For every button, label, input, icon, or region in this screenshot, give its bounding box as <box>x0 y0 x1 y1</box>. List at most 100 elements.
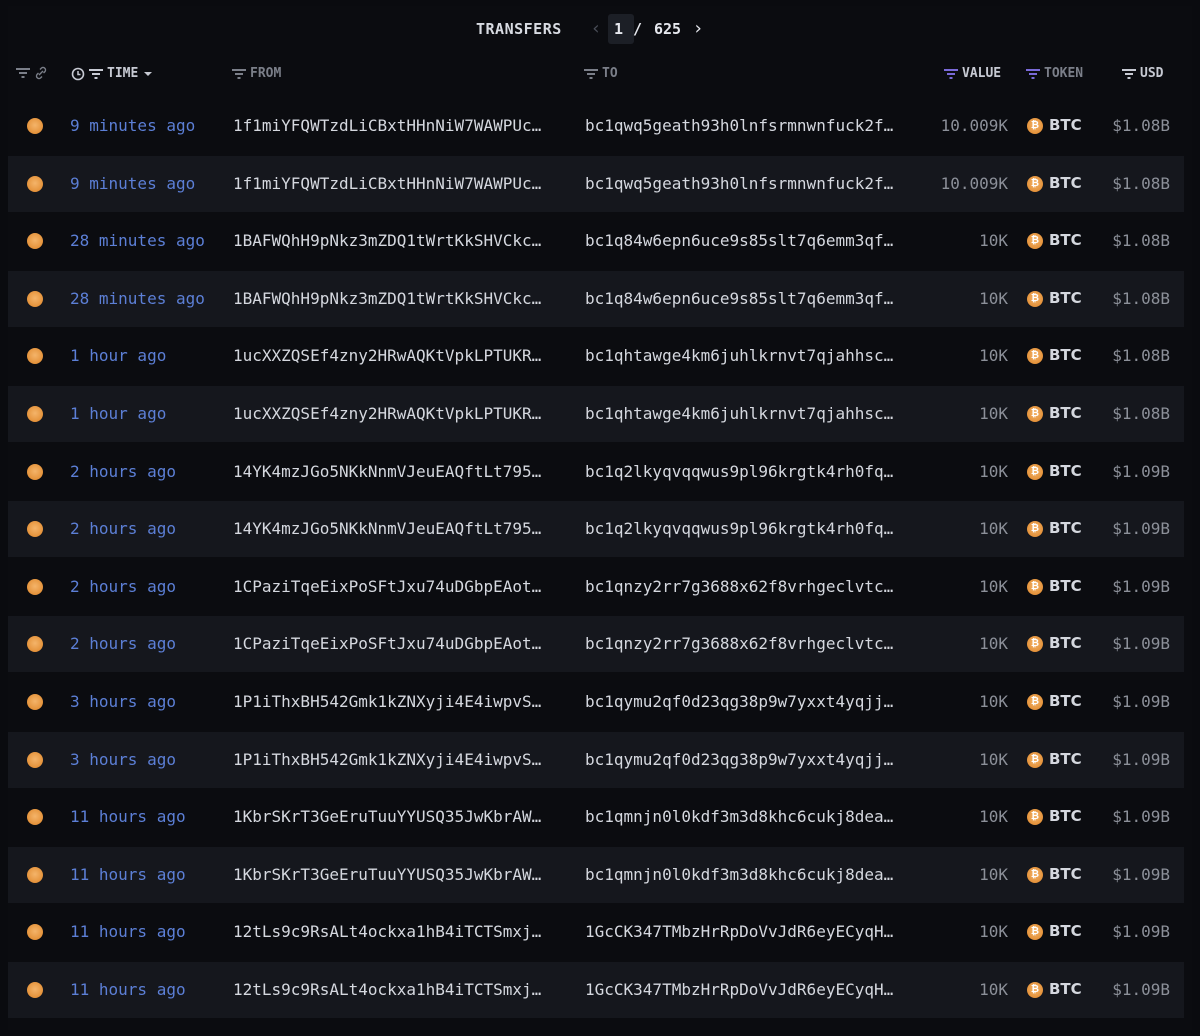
row-time-link[interactable]: 28 minutes ago <box>70 231 205 251</box>
table-row[interactable]: 11 hours ago 1KbrSKrT3GeEruTuuYYUSQ35JwKb… <box>8 846 1184 903</box>
table-row[interactable]: 3 hours ago 1P1iThxBH542Gmk1kZNXyji4E4iwp… <box>8 674 1184 730</box>
header-type-filter[interactable] <box>16 66 48 80</box>
row-time-link[interactable]: 28 minutes ago <box>70 288 205 308</box>
row-token[interactable]: BTC <box>1049 404 1082 422</box>
header-value[interactable]: VALUE <box>944 66 1001 81</box>
pager-prev-icon[interactable]: ‹ <box>590 18 602 39</box>
table-row[interactable]: 2 hours ago 1CPaziTqeEixPoSFtJxu74uDGbpEA… <box>8 616 1184 673</box>
pager-next-icon[interactable]: › <box>692 18 704 39</box>
row-to-address[interactable]: 1GcCK347TMbzHrRpDoVvJdR6eyECyqH… <box>585 922 894 942</box>
row-to-address[interactable]: bc1qmnjn0l0kdf3m3d8khc6cukj8dea… <box>585 807 894 827</box>
row-from-address[interactable]: 14YK4mzJGo5NKkNnmVJeuEAQftLt795… <box>233 519 542 539</box>
table-row[interactable]: 28 minutes ago 1BAFWQhH9pNkz3mZDQ1tWrtKkS… <box>8 270 1184 327</box>
row-time-link[interactable]: 1 hour ago <box>70 404 167 423</box>
row-to-address[interactable]: bc1qmnjn0l0kdf3m3d8khc6cukj8dea… <box>585 864 894 884</box>
row-token[interactable]: BTC <box>1049 807 1082 826</box>
row-token[interactable]: BTC <box>1049 576 1082 595</box>
row-from-address[interactable]: 12tLs9c9RsALt4ockxa1hB4iTCTSmxj… <box>233 922 542 942</box>
row-from-address[interactable]: 1P1iThxBH542Gmk1kZNXyji4E4iwpvS… <box>233 749 542 769</box>
row-to-address[interactable]: bc1q84w6epn6uce9s85slt7q6emm3qf… <box>585 288 894 308</box>
row-time-link[interactable]: 2 hours ago <box>70 576 176 596</box>
table-row[interactable]: 2 hours ago 14YK4mzJGo5NKkNnmVJeuEAQftLt7… <box>8 501 1184 558</box>
table-row[interactable]: 11 hours ago 12tLs9c9RsALt4ockxa1hB4iTCTS… <box>8 962 1184 1018</box>
filter-icon[interactable] <box>584 68 598 79</box>
header-from[interactable]: FROM <box>232 66 281 81</box>
row-time-link[interactable]: 11 hours ago <box>70 807 186 827</box>
row-token[interactable]: BTC <box>1049 980 1082 998</box>
row-time-link[interactable]: 2 hours ago <box>70 634 176 654</box>
row-to-address[interactable]: bc1q2lkyqvqqwus9pl96krgtk4rh0fq… <box>585 519 894 539</box>
row-time-link[interactable]: 2 hours ago <box>70 519 176 539</box>
row-to-address[interactable]: bc1qwq5geath93h0lnfsrmnwnfuck2f… <box>585 173 894 193</box>
row-token[interactable]: BTC <box>1049 634 1082 653</box>
header-token[interactable]: TOKEN <box>1026 66 1083 81</box>
header-to[interactable]: TO <box>584 66 618 81</box>
row-from-address[interactable]: 1P1iThxBH542Gmk1kZNXyji4E4iwpvS… <box>233 692 542 711</box>
row-from-address[interactable]: 1BAFWQhH9pNkz3mZDQ1tWrtKkSHVCkc… <box>233 231 542 251</box>
sort-desc-icon[interactable] <box>142 69 154 79</box>
row-to-address[interactable]: bc1qnzy2rr7g3688x62f8vrhgeclvtc… <box>585 634 894 654</box>
row-to-address[interactable]: bc1qhtawge4km6juhlkrnvt7qjahhsc… <box>585 346 894 366</box>
header-time[interactable]: TIME <box>71 66 154 81</box>
row-from-address[interactable]: 1f1miYFQWTzdLiCBxtHHnNiW7WAWPUc… <box>233 116 542 135</box>
table-row[interactable]: 3 hours ago 1P1iThxBH542Gmk1kZNXyji4E4iwp… <box>8 731 1184 788</box>
row-time-link[interactable]: 3 hours ago <box>70 692 176 711</box>
row-to-address[interactable]: bc1qnzy2rr7g3688x62f8vrhgeclvtc… <box>585 576 894 596</box>
row-to-address[interactable]: bc1q84w6epn6uce9s85slt7q6emm3qf… <box>585 231 894 251</box>
row-to-address[interactable]: bc1qymu2qf0d23qg38p9w7yxxt4yqjj… <box>585 692 894 711</box>
row-from-address[interactable]: 1ucXXZQSEf4zny2HRwAQKtVpkLPTUKR… <box>233 404 542 423</box>
filter-icon[interactable] <box>1122 68 1136 79</box>
row-time-link[interactable]: 11 hours ago <box>70 980 186 999</box>
row-token[interactable]: BTC <box>1049 231 1082 250</box>
filter-icon[interactable] <box>232 68 246 79</box>
row-to-address[interactable]: 1GcCK347TMbzHrRpDoVvJdR6eyECyqH… <box>585 980 894 999</box>
row-time-link[interactable]: 11 hours ago <box>70 864 186 884</box>
row-from-address[interactable]: 1f1miYFQWTzdLiCBxtHHnNiW7WAWPUc… <box>233 173 542 193</box>
row-to-address[interactable]: bc1qymu2qf0d23qg38p9w7yxxt4yqjj… <box>585 749 894 769</box>
row-from-address[interactable]: 14YK4mzJGo5NKkNnmVJeuEAQftLt795… <box>233 461 542 481</box>
row-token[interactable]: BTC <box>1049 692 1082 710</box>
row-time-link[interactable]: 11 hours ago <box>70 922 186 942</box>
row-from-address[interactable]: 1ucXXZQSEf4zny2HRwAQKtVpkLPTUKR… <box>233 346 542 366</box>
row-from-address[interactable]: 1KbrSKrT3GeEruTuuYYUSQ35JwKbrAW… <box>233 807 542 827</box>
row-time-link[interactable]: 9 minutes ago <box>70 116 196 135</box>
table-row[interactable]: 9 minutes ago 1f1miYFQWTzdLiCBxtHHnNiW7WA… <box>8 98 1184 154</box>
table-row[interactable]: 9 minutes ago 1f1miYFQWTzdLiCBxtHHnNiW7WA… <box>8 155 1184 212</box>
row-token[interactable]: BTC <box>1049 519 1082 538</box>
row-time-link[interactable]: 9 minutes ago <box>70 173 196 193</box>
row-to-address[interactable]: bc1qwq5geath93h0lnfsrmnwnfuck2f… <box>585 116 894 135</box>
filter-icon[interactable] <box>1026 68 1040 79</box>
row-token[interactable]: BTC <box>1049 173 1082 192</box>
row-to-address[interactable]: bc1qhtawge4km6juhlkrnvt7qjahhsc… <box>585 404 894 423</box>
header-usd[interactable]: USD <box>1122 66 1163 81</box>
row-time-link[interactable]: 2 hours ago <box>70 461 176 481</box>
row-time-link[interactable]: 1 hour ago <box>70 346 167 366</box>
row-token[interactable]: BTC <box>1049 346 1082 365</box>
row-from-address[interactable]: 1CPaziTqeEixPoSFtJxu74uDGbpEAot… <box>233 634 542 654</box>
row-from-address[interactable]: 1KbrSKrT3GeEruTuuYYUSQ35JwKbrAW… <box>233 864 542 884</box>
table-row[interactable]: 28 minutes ago 1BAFWQhH9pNkz3mZDQ1tWrtKkS… <box>8 213 1184 269</box>
table-row[interactable]: 1 hour ago 1ucXXZQSEf4zny2HRwAQKtVpkLPTUK… <box>8 386 1184 442</box>
row-from-address[interactable]: 12tLs9c9RsALt4ockxa1hB4iTCTSmxj… <box>233 980 542 999</box>
row-token[interactable]: BTC <box>1049 116 1082 134</box>
row-time-link[interactable]: 3 hours ago <box>70 749 176 769</box>
filter-icon[interactable] <box>16 68 30 78</box>
row-token[interactable]: BTC <box>1049 749 1082 768</box>
link-icon[interactable] <box>34 66 48 80</box>
table-row[interactable]: 1 hour ago 1ucXXZQSEf4zny2HRwAQKtVpkLPTUK… <box>8 328 1184 384</box>
row-token[interactable]: BTC <box>1049 864 1082 883</box>
pager-current-page[interactable]: 1 <box>614 20 624 38</box>
table-row[interactable]: 11 hours ago 12tLs9c9RsALt4ockxa1hB4iTCTS… <box>8 904 1184 960</box>
table-row[interactable]: 2 hours ago 1CPaziTqeEixPoSFtJxu74uDGbpEA… <box>8 559 1184 615</box>
row-to-address[interactable]: bc1q2lkyqvqqwus9pl96krgtk4rh0fq… <box>585 461 894 481</box>
filter-icon[interactable] <box>944 68 958 79</box>
row-token[interactable]: BTC <box>1049 461 1082 480</box>
row-value: 10K <box>979 922 1008 942</box>
table-row[interactable]: 2 hours ago 14YK4mzJGo5NKkNnmVJeuEAQftLt7… <box>8 444 1184 500</box>
row-token[interactable]: BTC <box>1049 922 1082 941</box>
row-from-address[interactable]: 1BAFWQhH9pNkz3mZDQ1tWrtKkSHVCkc… <box>233 288 542 308</box>
row-from-address[interactable]: 1CPaziTqeEixPoSFtJxu74uDGbpEAot… <box>233 576 542 596</box>
filter-icon[interactable] <box>89 68 103 79</box>
row-token[interactable]: BTC <box>1049 288 1082 307</box>
table-row[interactable]: 11 hours ago 1KbrSKrT3GeEruTuuYYUSQ35JwKb… <box>8 789 1184 845</box>
